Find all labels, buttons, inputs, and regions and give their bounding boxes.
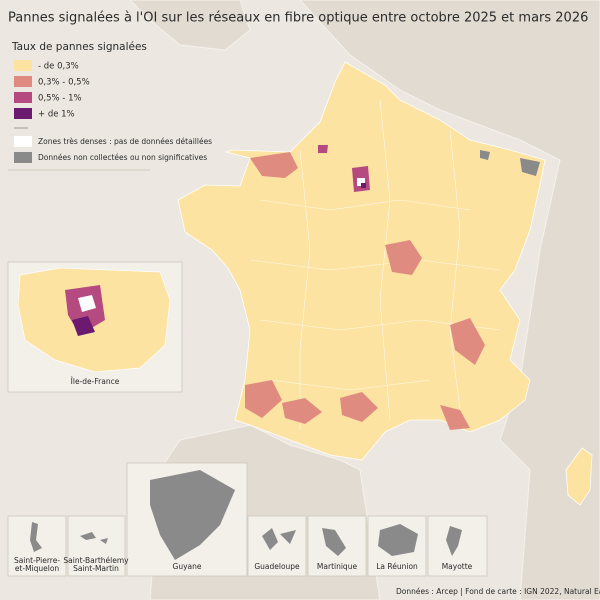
legend-swatch	[14, 76, 32, 87]
legend-swatch	[14, 152, 32, 163]
area-rate	[440, 405, 470, 430]
uk	[129, 0, 251, 51]
legend-swatch	[14, 108, 32, 119]
corsica	[565, 447, 593, 506]
area-rate	[361, 183, 366, 188]
legend: - de 0,3% 0,3% - 0,5% 0,5% - 1% + de 1%	[14, 60, 90, 120]
departement-borders	[249, 99, 501, 430]
title: Pannes signalées à l'OI sur les réseaux …	[8, 11, 588, 26]
inset-label: Guadeloupe	[254, 562, 300, 571]
area-rate	[72, 316, 95, 336]
inset-label: Mayotte	[442, 562, 473, 571]
legend-swatch	[14, 60, 32, 71]
legend-label: Zones très denses : pas de données détai…	[38, 137, 212, 146]
territory	[150, 470, 235, 560]
area-rate	[250, 152, 298, 178]
inset-box	[67, 515, 126, 577]
inset-label: Saint-Barthélemy	[63, 556, 129, 565]
inset-label: Saint-Pierre-	[14, 556, 60, 565]
area-rate	[318, 145, 328, 153]
legend-label: 0,3% - 0,5%	[38, 78, 90, 88]
inset-label: Saint-Martin	[73, 564, 119, 573]
territory	[378, 524, 418, 556]
territory	[80, 532, 108, 544]
inset-label: Guyane	[173, 562, 202, 571]
area-rate	[340, 392, 378, 422]
territory	[322, 528, 346, 556]
territory	[446, 526, 462, 556]
inset-box	[247, 515, 307, 577]
missing-zone	[480, 150, 490, 160]
area-rate	[385, 240, 422, 275]
area-rate	[450, 318, 485, 365]
legend-swatch	[14, 136, 32, 147]
legend-label: 0,5% - 1%	[38, 94, 82, 104]
inset-label: Île-de-France	[71, 377, 120, 386]
territory	[262, 528, 296, 550]
neighbours	[299, 0, 600, 600]
legend-label: Données non collectées ou non significat…	[38, 153, 207, 162]
dense-zone	[78, 295, 96, 312]
inset-label: et-Miquelon	[15, 564, 60, 573]
dense-zone	[357, 178, 365, 186]
inset-labels: Saint-Pierre-et-MiquelonSaint-Barthélemy…	[14, 556, 473, 573]
legend-label: - de 0,3%	[38, 62, 79, 72]
area-rate	[282, 398, 322, 424]
source: Données : Arcep | Fond de carte : IGN 20…	[396, 587, 600, 596]
legend-swatch	[14, 92, 32, 103]
area-rate	[245, 380, 282, 418]
missing-zone	[520, 158, 540, 176]
legend-title: Taux de pannes signalées	[11, 41, 147, 53]
legend-label: + de 1%	[38, 110, 75, 120]
inset-label: Martinique	[317, 562, 358, 571]
inset-label: La Réunion	[376, 562, 418, 571]
territory	[30, 522, 42, 552]
